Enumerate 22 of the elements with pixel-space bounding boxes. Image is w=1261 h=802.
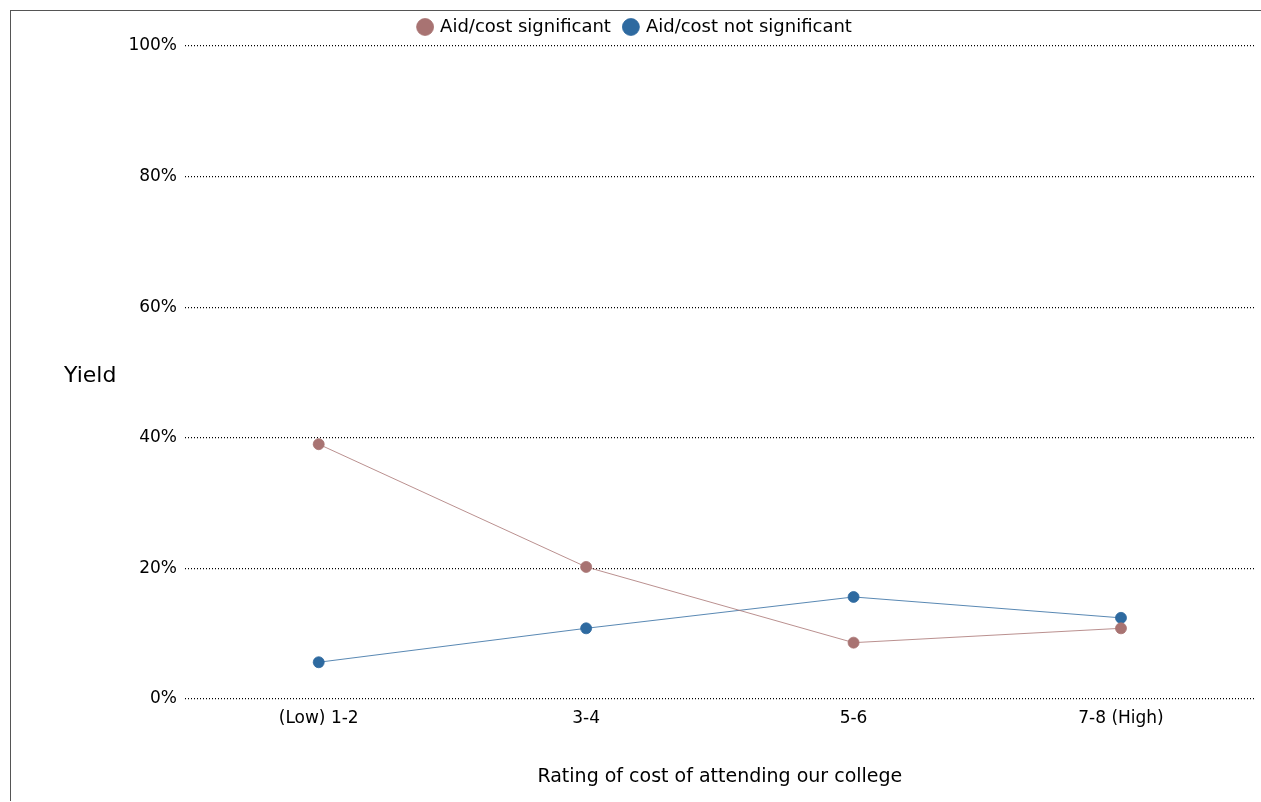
point bbox=[580, 561, 593, 573]
y-tick-label: 0% bbox=[150, 687, 177, 708]
x-tick-label: 7-8 (High) bbox=[1078, 707, 1164, 728]
x-axis-title: Rating of cost of attending our college bbox=[537, 763, 903, 786]
point bbox=[1115, 622, 1127, 635]
legend-label: Aid/cost not significant bbox=[645, 14, 852, 36]
y-tick-label: 40% bbox=[139, 426, 177, 447]
point bbox=[1115, 611, 1127, 624]
x-tick-label: (Low) 1-2 bbox=[278, 707, 359, 728]
point bbox=[847, 636, 860, 649]
y-tick-label: 100% bbox=[128, 34, 177, 55]
point bbox=[312, 656, 325, 669]
point bbox=[580, 622, 593, 635]
y-tick-label: 60% bbox=[139, 295, 177, 316]
y-tick-label: 20% bbox=[139, 556, 177, 577]
x-tick-label: 3-4 bbox=[572, 707, 601, 728]
x-tick-label: 5-6 bbox=[839, 707, 868, 728]
point bbox=[847, 591, 860, 603]
y-tick-label: 80% bbox=[139, 164, 177, 185]
y-axis-title: Yield bbox=[63, 362, 117, 388]
point bbox=[312, 438, 325, 451]
legend-label: Aid/cost significant bbox=[440, 14, 611, 36]
